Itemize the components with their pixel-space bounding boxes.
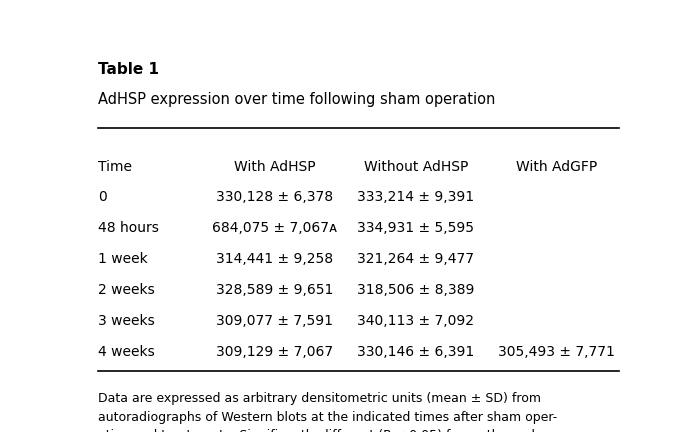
Text: 321,264 ± 9,477: 321,264 ± 9,477 <box>357 252 474 266</box>
Text: Without AdHSP: Without AdHSP <box>363 160 468 174</box>
Text: 334,931 ± 5,595: 334,931 ± 5,595 <box>357 221 474 235</box>
Text: 330,146 ± 6,391: 330,146 ± 6,391 <box>357 345 475 359</box>
Text: 309,129 ± 7,067: 309,129 ± 7,067 <box>216 345 333 359</box>
Text: With AdHSP: With AdHSP <box>234 160 316 174</box>
Text: 0: 0 <box>98 190 107 204</box>
Text: 340,113 ± 7,092: 340,113 ± 7,092 <box>357 314 474 327</box>
Text: Data are expressed as arbitrary densitometric units (mean ± SD) from
autoradiogr: Data are expressed as arbitrary densitom… <box>98 392 561 432</box>
Text: 3 weeks: 3 weeks <box>98 314 155 327</box>
Text: 328,589 ± 9,651: 328,589 ± 9,651 <box>216 283 333 297</box>
Text: Time: Time <box>98 160 132 174</box>
Text: 2 weeks: 2 weeks <box>98 283 155 297</box>
Text: 330,128 ± 6,378: 330,128 ± 6,378 <box>216 190 333 204</box>
Text: Table 1: Table 1 <box>98 62 160 77</box>
Text: 309,077 ± 7,591: 309,077 ± 7,591 <box>216 314 333 327</box>
Text: With AdGFP: With AdGFP <box>516 160 597 174</box>
Text: 1 week: 1 week <box>98 252 148 266</box>
Text: 305,493 ± 7,771: 305,493 ± 7,771 <box>498 345 615 359</box>
Text: 318,506 ± 8,389: 318,506 ± 8,389 <box>357 283 475 297</box>
Text: 4 weeks: 4 weeks <box>98 345 155 359</box>
Text: 48 hours: 48 hours <box>98 221 159 235</box>
Text: 684,075 ± 7,067ᴀ: 684,075 ± 7,067ᴀ <box>212 221 337 235</box>
Text: AdHSP expression over time following sham operation: AdHSP expression over time following sha… <box>98 92 496 107</box>
Text: 314,441 ± 9,258: 314,441 ± 9,258 <box>216 252 333 266</box>
Text: 333,214 ± 9,391: 333,214 ± 9,391 <box>357 190 475 204</box>
